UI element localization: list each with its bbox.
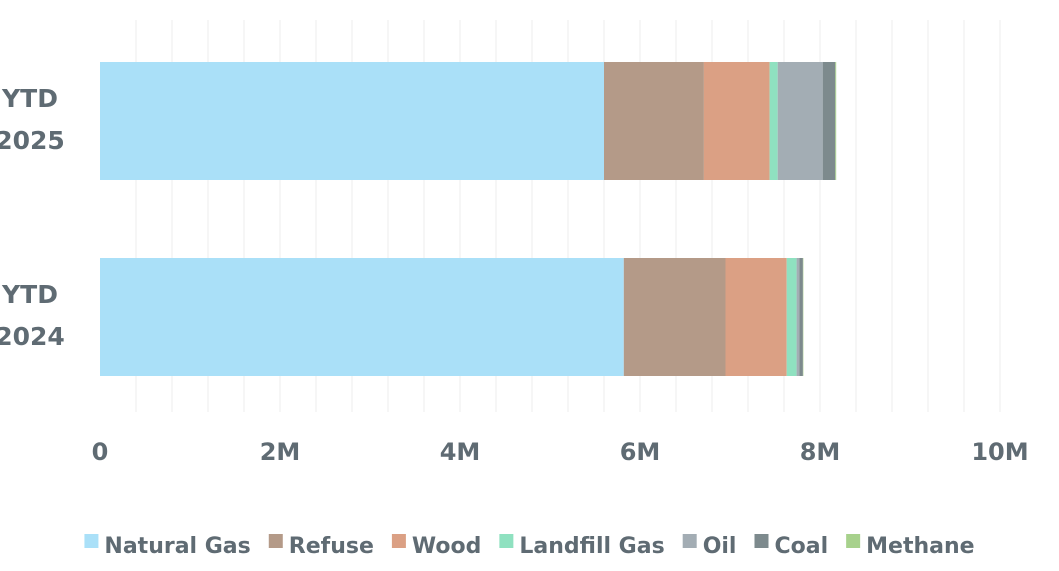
bar-segment-methane[interactable] [835, 62, 837, 180]
x-tick-label: 2M [260, 438, 301, 466]
legend-label: Methane [866, 534, 974, 559]
legend-swatch [846, 534, 861, 548]
bar-segment-wood[interactable] [725, 258, 787, 376]
legend-item-wood[interactable]: Wood [391, 534, 481, 559]
category-labels: YTD 2025 YTD 2024 [0, 84, 65, 351]
bar-segment-natural-gas[interactable] [100, 258, 624, 376]
legend-label: Oil [703, 534, 737, 559]
x-tick-label: 0 [92, 438, 109, 466]
bar-segment-landfill-gas[interactable] [769, 62, 778, 180]
bar-segment-coal[interactable] [799, 258, 803, 376]
category-label: YTD 2025 [0, 84, 65, 155]
x-tick-label: 8M [800, 438, 841, 466]
legend-item-oil[interactable]: Oil [682, 534, 737, 559]
legend-swatch [499, 534, 514, 548]
bar-segment-coal[interactable] [822, 62, 836, 180]
bar-segment-natural-gas[interactable] [100, 62, 604, 180]
bar-segment-landfill-gas[interactable] [786, 258, 797, 376]
bar-segment-refuse[interactable] [623, 258, 726, 376]
legend-label: Coal [774, 534, 828, 559]
legend-label: Wood [412, 534, 481, 559]
legend-label: Refuse [289, 534, 374, 559]
bar-segment-oil[interactable] [796, 258, 800, 376]
x-tick-label: 6M [620, 438, 661, 466]
legend-swatch [391, 534, 406, 548]
x-tick-label: 4M [440, 438, 481, 466]
legend-item-methane[interactable]: Methane [846, 534, 975, 559]
legend-swatch [682, 534, 697, 548]
legend-item-landfill-gas[interactable]: Landfill Gas [499, 534, 665, 559]
bar-segment-refuse[interactable] [604, 62, 704, 180]
legend[interactable]: Natural Gas Refuse Wood Landfill Gas Oil Coal… [84, 534, 975, 559]
legend-swatch [84, 534, 99, 548]
legend-swatch [754, 534, 769, 548]
legend-item-natural-gas[interactable]: Natural Gas [84, 534, 251, 559]
x-tick-label: 10M [971, 438, 1028, 466]
x-axis-ticks: 0 2M 4M 6M 8M 10M [92, 438, 1029, 466]
bar-segment-wood[interactable] [703, 62, 770, 180]
bars [100, 62, 837, 376]
legend-item-refuse[interactable]: Refuse [268, 534, 374, 559]
category-label: YTD 2024 [0, 280, 65, 351]
legend-label: Landfill Gas [519, 534, 664, 559]
legend-label: Natural Gas [104, 534, 250, 559]
legend-swatch [268, 534, 283, 548]
legend-item-coal[interactable]: Coal [754, 534, 828, 559]
bar-segment-oil[interactable] [777, 62, 823, 180]
